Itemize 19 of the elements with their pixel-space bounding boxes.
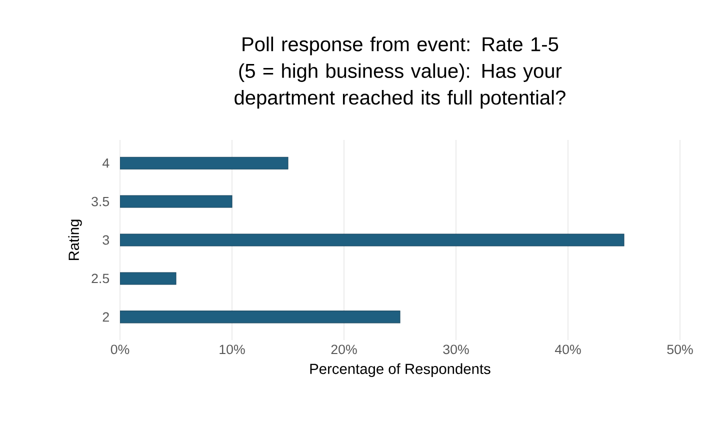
- y-tick-label: 3.5: [92, 196, 110, 206]
- x-axis-title: Percentage of Respondents: [310, 363, 490, 377]
- bar: [120, 234, 624, 246]
- x-tick-label: 40%: [554, 344, 581, 354]
- bar: [120, 195, 232, 208]
- bar: [120, 272, 176, 285]
- x-tick-label: 50%: [667, 344, 693, 354]
- y-tick-label: 2.5: [92, 274, 110, 284]
- y-axis-title: Rating: [68, 220, 82, 260]
- y-tick-label: 4: [102, 158, 110, 168]
- x-tick-label: 0%: [110, 344, 130, 354]
- y-tick-label: 2: [102, 312, 109, 322]
- chart-title: Poll response from event: Rate 1-5 (5 = high business value): Has your department reached its full potential?: [234, 36, 566, 109]
- x-tick-label: 20%: [331, 344, 357, 354]
- bar: [120, 156, 288, 170]
- y-tick-label: 3: [102, 235, 110, 245]
- x-tick-label: 30%: [443, 344, 469, 354]
- x-tick-label: 10%: [220, 344, 245, 354]
- bar: [120, 310, 400, 324]
